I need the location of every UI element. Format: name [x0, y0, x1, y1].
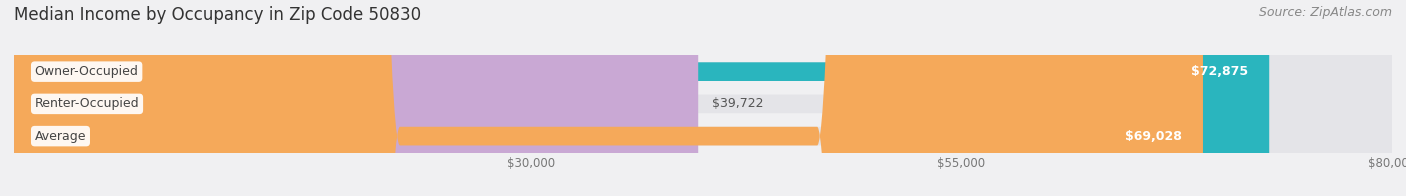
- Text: Median Income by Occupancy in Zip Code 50830: Median Income by Occupancy in Zip Code 5…: [14, 6, 422, 24]
- FancyBboxPatch shape: [14, 0, 1392, 196]
- Text: $69,028: $69,028: [1125, 130, 1182, 143]
- Text: Owner-Occupied: Owner-Occupied: [35, 65, 139, 78]
- Text: Average: Average: [35, 130, 86, 143]
- FancyBboxPatch shape: [14, 0, 1270, 196]
- FancyBboxPatch shape: [14, 0, 1204, 196]
- FancyBboxPatch shape: [14, 0, 1392, 196]
- FancyBboxPatch shape: [14, 0, 1392, 196]
- Text: $72,875: $72,875: [1191, 65, 1249, 78]
- FancyBboxPatch shape: [14, 0, 699, 196]
- Text: Renter-Occupied: Renter-Occupied: [35, 97, 139, 110]
- Text: Source: ZipAtlas.com: Source: ZipAtlas.com: [1258, 6, 1392, 19]
- Text: $39,722: $39,722: [711, 97, 763, 110]
